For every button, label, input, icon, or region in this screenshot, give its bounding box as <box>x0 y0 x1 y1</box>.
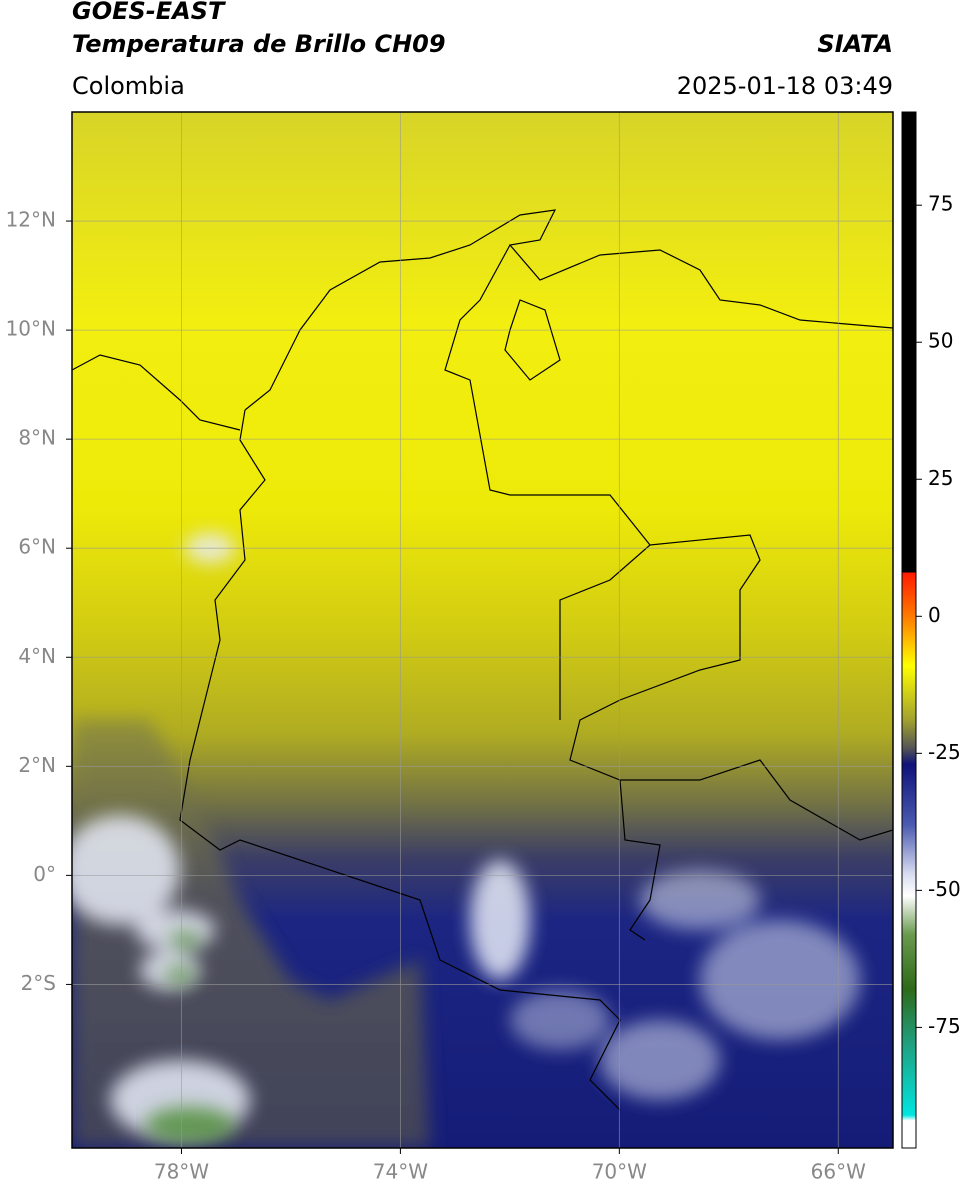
lat-tick-label: 10°N <box>6 317 56 341</box>
colorbar-tick-label: 50 <box>928 329 953 353</box>
lon-tick-label: 70°W <box>592 1160 647 1184</box>
colorbar-tick-label: -50 <box>928 877 961 901</box>
map-frame <box>71 111 894 1149</box>
timestamp: 2025-01-18 03:49 <box>677 72 893 100</box>
lon-tick-label: 66°W <box>811 1160 866 1184</box>
lat-tick-label: 4°N <box>18 644 56 668</box>
colorbar-tick-label: 75 <box>928 192 953 216</box>
title: GOES-EAST <box>72 0 226 25</box>
colorbar-tick-label: 0 <box>928 603 941 627</box>
colorbar-tick-label: -25 <box>928 740 961 764</box>
lat-tick-label: 2°N <box>18 753 56 777</box>
lat-tick-label: 2°S <box>21 971 56 995</box>
colorbar <box>901 111 917 1149</box>
colorbar-tick-label: -75 <box>928 1014 961 1038</box>
region: Colombia <box>72 72 185 100</box>
colorbar-tick-label: 25 <box>928 466 953 490</box>
lat-tick-label: 12°N <box>6 208 56 232</box>
lat-tick-label: 6°N <box>18 535 56 559</box>
source: SIATA <box>817 30 893 58</box>
lat-tick-label: 8°N <box>18 426 56 450</box>
lat-tick-label: 0° <box>33 862 56 886</box>
lon-tick-label: 78°W <box>154 1160 209 1184</box>
lon-tick-label: 74°W <box>373 1160 428 1184</box>
satellite-image <box>72 112 893 1148</box>
subtitle: Temperatura de Brillo CH09 <box>72 30 446 58</box>
